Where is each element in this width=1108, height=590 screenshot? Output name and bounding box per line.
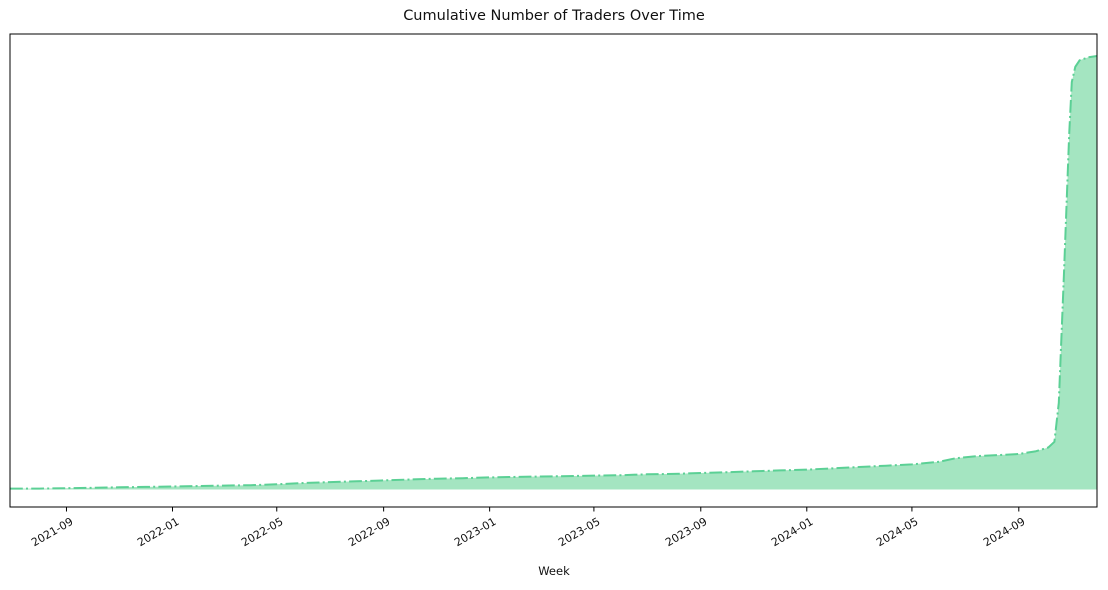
area-fill	[10, 56, 1097, 490]
x-axis-label: Week	[538, 564, 570, 578]
plot-border	[9, 33, 1098, 508]
cumulative-trend-line	[10, 55, 1098, 490]
x-tick-marks	[65, 507, 1020, 512]
chart-title: Cumulative Number of Traders Over Time	[403, 8, 705, 24]
